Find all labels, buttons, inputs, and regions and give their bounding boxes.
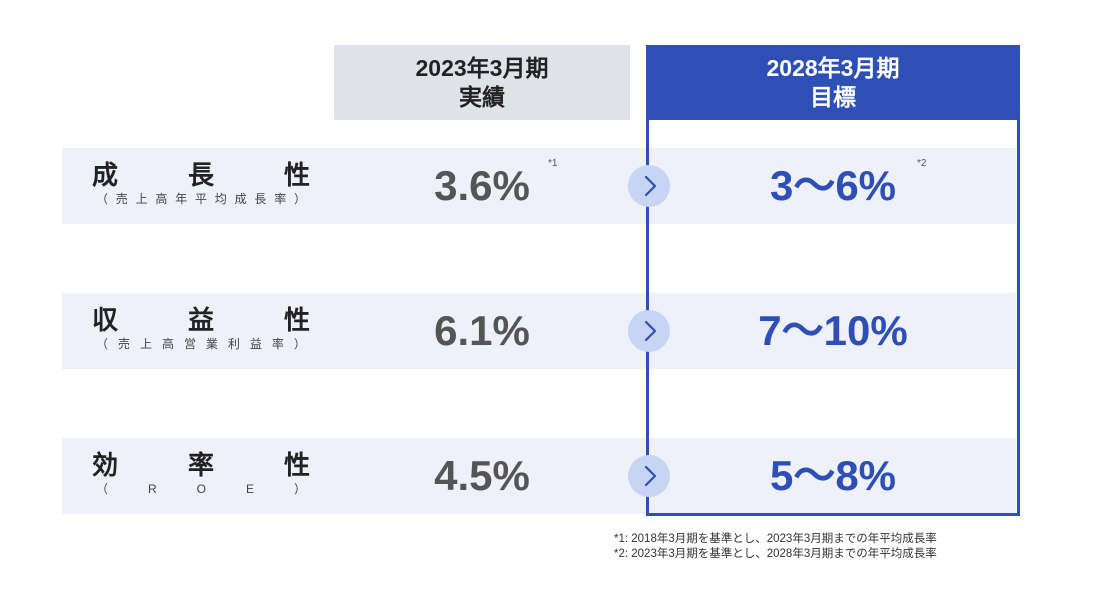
row-growth: 成 長 性 （ 売 上 高 年 平 均 成 長 率 ） 3.6% *1 3〜6%… [62,148,1016,224]
sub-char: O [196,482,206,496]
row-label: 収 益 性 （ 売 上 高 営 業 利 益 率 ） [92,305,310,351]
actual-value: 6.1% [434,307,530,354]
footnote-1: *1: 2018年3月期を基準とし、2023年3月期までの年平均成長率 [614,533,937,545]
label-char: 収 [92,305,119,335]
row-label: 成 長 性 （ 売 上 高 年 平 均 成 長 率 ） [92,160,310,206]
label-char: 性 [283,160,310,190]
label-char: 率 [187,450,214,480]
target-value: 3〜6% [769,162,897,209]
sub-char: E [245,482,254,496]
sub-char: （ [96,337,109,351]
label-char: 成 [92,160,119,190]
label-char: 性 [283,305,310,335]
header-actual-period: 2023年3月期 [415,55,549,81]
footnotes: *1: 2018年3月期を基準とし、2023年3月期までの年平均成長率 *2: … [614,532,937,562]
sub-char: （ [96,192,109,206]
sub-char: 上 [139,337,152,351]
sub-char: 高 [161,337,174,351]
header-target-period: 2028年3月期 [766,55,900,81]
header-target: 2028年3月期 目標 [646,45,1020,120]
chevron-right-icon [628,310,670,352]
label-sub: （ 売 上 高 営 業 利 益 率 ） [92,337,310,351]
sub-char: 年 [175,192,188,206]
label-main: 効 率 性 [92,450,310,480]
header-actual: 2023年3月期 実績 [334,45,630,120]
label-main: 収 益 性 [92,305,310,335]
chevron-right-icon [628,455,670,497]
sub-char: ） [293,337,306,351]
sub-char: 益 [249,337,262,351]
row-profitability: 収 益 性 （ 売 上 高 営 業 利 益 率 ） 6.1% 7〜10% [62,293,1016,369]
actual-value: 4.5% [434,452,530,499]
label-char: 益 [187,305,214,335]
target-value: 5〜8% [769,452,897,499]
row-label: 効 率 性 （ R O E ） [92,450,310,496]
sub-char: 営 [183,337,196,351]
sub-char: 高 [155,192,168,206]
sub-char: 率 [271,337,284,351]
sub-char: R [148,482,157,496]
sub-char: （ [96,482,109,496]
label-sub: （ R O E ） [92,482,310,496]
header-target-label: 目標 [810,84,856,110]
label-char: 長 [187,160,214,190]
target-value: 7〜10% [758,307,908,354]
sub-char: 平 [194,192,207,206]
sub-char: 均 [214,192,227,206]
sub-char: 成 [234,192,247,206]
row-efficiency: 効 率 性 （ R O E ） 4.5% 5〜8% [62,438,1016,514]
sub-char: 利 [227,337,240,351]
chevron-right-icon [628,165,670,207]
actual-value: 3.6% [434,162,530,209]
sub-char: 業 [205,337,218,351]
sub-char: 率 [274,192,287,206]
header-actual-label: 実績 [459,84,505,110]
sub-char: 上 [135,192,148,206]
footnote-marker: *1 [548,158,558,169]
sub-char: ） [293,192,306,206]
label-main: 成 長 性 [92,160,310,190]
label-char: 効 [92,450,119,480]
footnote-marker: *2 [917,158,927,169]
footnote-2: *2: 2023年3月期を基準とし、2028年3月期までの年平均成長率 [614,548,937,560]
sub-char: 長 [254,192,267,206]
sub-char: 売 [115,192,128,206]
label-sub: （ 売 上 高 年 平 均 成 長 率 ） [92,192,310,206]
sub-char: ） [293,482,306,496]
sub-char: 売 [117,337,130,351]
label-char: 性 [283,450,310,480]
